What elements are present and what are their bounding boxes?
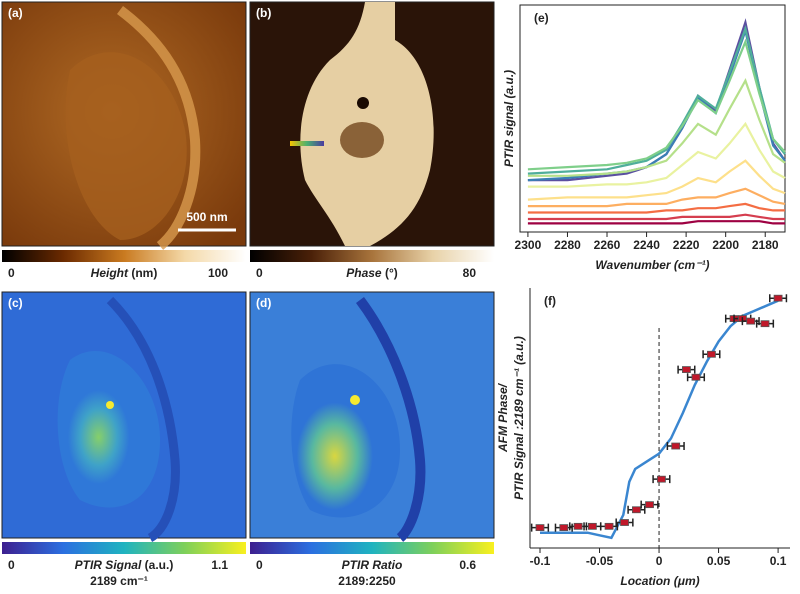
x-tick-label: 2180	[752, 238, 779, 252]
data-point	[746, 317, 756, 325]
data-point	[707, 350, 716, 358]
colorbar-title-text: Phase	[346, 266, 382, 280]
colorbar-title: Phase (°)	[346, 266, 398, 280]
colorbar-tick-label: 0	[256, 266, 263, 280]
colorbar-unit: (nm)	[131, 266, 157, 280]
data-point	[773, 294, 783, 302]
ptir-ratio-map	[249, 291, 495, 542]
scale-bar-label: 500 nm	[186, 210, 227, 224]
x-tick-label: 2300	[515, 238, 542, 252]
fit-curve	[540, 299, 779, 540]
spectrum-line	[527, 24, 786, 175]
spectrum-line	[527, 26, 786, 182]
y-axis-label: AFM Phase/	[496, 382, 510, 453]
spectrum-line	[527, 159, 786, 201]
colorbar-title: PTIR Signal (a.u.)	[75, 558, 174, 572]
data-point	[620, 519, 629, 526]
y-axis-label: PTIR signal (a.u.)	[502, 70, 516, 167]
colorbar-subtitle: 2189 cm⁻¹	[90, 574, 148, 588]
x-tick-label: 2220	[673, 238, 700, 252]
data-point	[587, 522, 597, 530]
colorbar-tick-label: 0	[8, 558, 15, 572]
data-point	[573, 522, 583, 530]
spectrum-line	[527, 38, 786, 171]
data-point	[632, 506, 641, 514]
x-tick-label: 2200	[712, 238, 739, 252]
spectrum-line	[527, 187, 786, 208]
colorbar	[250, 250, 494, 262]
spectrum-line	[527, 220, 785, 225]
ptir-signal-map	[1, 291, 247, 542]
x-tick-label: -0.05	[586, 554, 614, 568]
colorbar-title-text: PTIR Ratio	[342, 558, 403, 572]
plot-frame	[519, 4, 786, 233]
colorbar-title: PTIR Ratio	[342, 558, 403, 572]
x-tick-label: -0.1	[530, 554, 551, 568]
x-tick-label: 0	[656, 554, 663, 568]
spectrum-line	[527, 121, 786, 188]
panel-label: (e)	[534, 11, 549, 25]
spectrum-line	[527, 202, 785, 214]
x-tick-label: 2240	[633, 238, 660, 252]
height-map	[1, 1, 247, 250]
data-point	[657, 475, 666, 483]
x-tick-label: 0.1	[770, 554, 787, 568]
data-point	[645, 501, 654, 509]
x-tick-label: 0.05	[707, 554, 731, 568]
data-point	[682, 366, 691, 373]
colorbar-unit: (°)	[385, 266, 398, 280]
colorbar-tick-label: 0.6	[459, 558, 476, 572]
spectrum-line	[527, 78, 786, 177]
colorbar-title: Height (nm)	[91, 266, 158, 280]
colorbar-title-text: Height	[91, 266, 129, 280]
colorbar	[250, 542, 494, 554]
colorbar-tick-label: 0	[8, 266, 15, 280]
data-point	[691, 373, 701, 381]
data-point	[671, 442, 681, 450]
x-tick-label: 2280	[554, 238, 581, 252]
y-axis-label: PTIR Signal :2189 cm⁻¹ (a.u.)	[512, 336, 526, 500]
colorbar-subtitle: 2189:2250	[338, 574, 396, 588]
colorbar-tick-label: 0	[256, 558, 263, 572]
panel-label: (a)	[8, 6, 23, 20]
colorbar	[2, 250, 246, 262]
colorbar-title-text: PTIR Signal	[75, 558, 142, 572]
x-axis-label: Wavenumber (cm⁻¹)	[595, 258, 709, 272]
panel-label: (b)	[256, 6, 271, 20]
data-point	[535, 524, 545, 532]
colorbar-tick-label: 80	[463, 266, 477, 280]
panel-label: (c)	[8, 296, 23, 310]
data-point	[559, 524, 569, 532]
colorbar-tick-label: 1.1	[211, 558, 228, 572]
spectrum-line	[527, 213, 785, 221]
x-axis-label: Location (μm)	[620, 574, 699, 588]
colorbar-unit: (a.u.)	[145, 558, 174, 572]
colorbar	[2, 542, 246, 554]
panel-label: (f)	[544, 294, 556, 308]
data-point	[604, 522, 614, 530]
phase-map	[249, 1, 495, 247]
data-point	[760, 320, 770, 328]
x-tick-label: 2260	[594, 238, 621, 252]
colorbar-tick-label: 100	[208, 266, 228, 280]
panel-label: (d)	[256, 296, 271, 310]
